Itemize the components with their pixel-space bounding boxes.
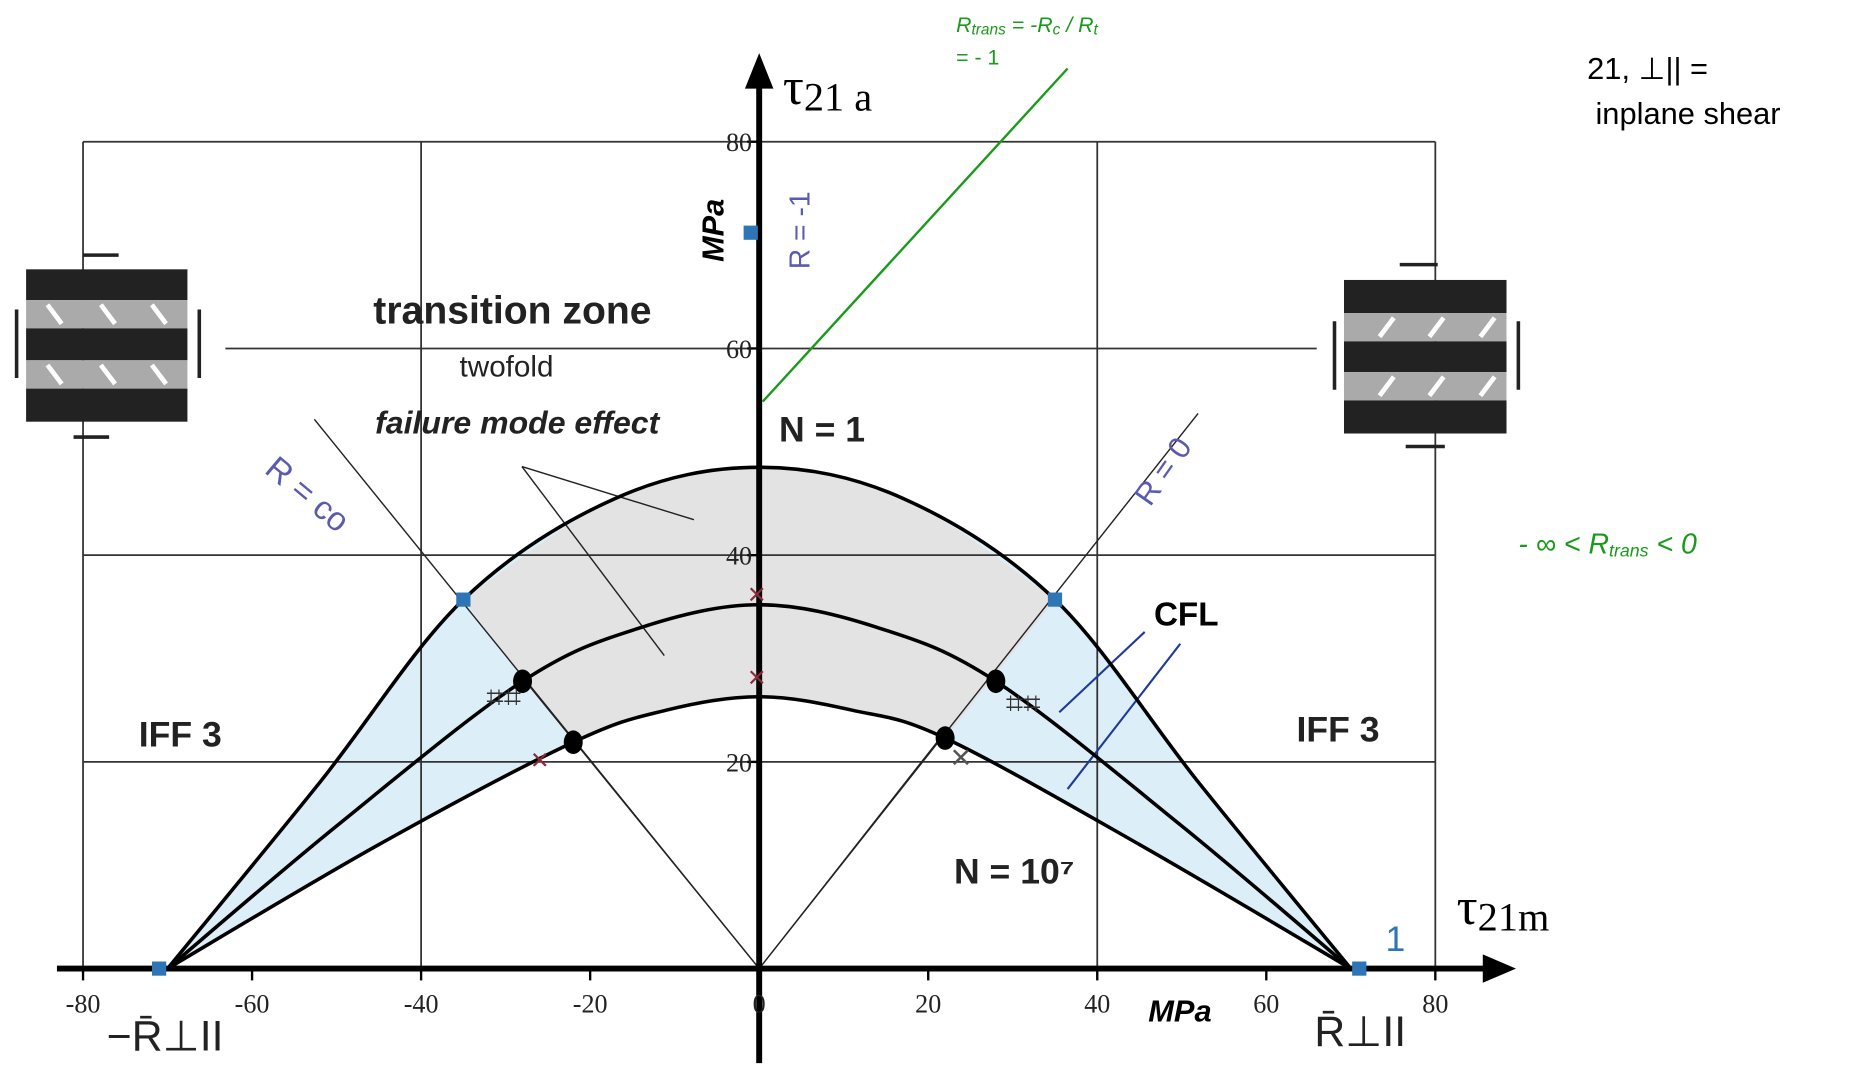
series-label: N = 1: [779, 410, 865, 450]
x-tick-label: 40: [1084, 989, 1110, 1018]
annotation: = - 1: [956, 46, 999, 70]
part: t: [1094, 22, 1099, 39]
annotation: CFL: [1154, 596, 1219, 633]
marker: [564, 730, 583, 754]
part: / R: [1060, 13, 1093, 37]
annotation: R = -1: [784, 191, 816, 269]
series-label: N = 10⁷: [954, 852, 1074, 892]
annotation: transition zone: [373, 289, 651, 332]
part: trans: [1609, 540, 1649, 560]
part: R: [1588, 528, 1609, 560]
tau: τ: [1457, 879, 1478, 936]
part: R: [956, 13, 971, 37]
y-unit: MPa: [695, 199, 730, 262]
x-decor: ×: [748, 577, 766, 612]
annotation: 1: [1386, 919, 1406, 959]
part: trans: [972, 22, 1007, 39]
x-decor: ×: [748, 659, 766, 694]
x-tick-label: 20: [915, 989, 941, 1018]
part: = -R: [1006, 13, 1053, 37]
marker: [744, 226, 758, 240]
marker: [1048, 593, 1062, 607]
x-decor: ×: [531, 742, 549, 777]
x-axis-label: τ21m: [1457, 879, 1550, 940]
x-tick-label: 80: [1422, 989, 1448, 1018]
y-tick-label: 60: [726, 335, 752, 364]
x-tick-label: -40: [404, 989, 439, 1018]
y-tick-label: 40: [726, 542, 752, 571]
hash-decor: ⌗⌗: [486, 679, 521, 714]
y-tick-label: 80: [726, 128, 752, 157]
annotation: IFF 3: [139, 715, 222, 755]
annotation: 21, ⊥|| =: [1587, 51, 1708, 86]
x-tick-label: -80: [66, 989, 101, 1018]
marker: [1352, 962, 1366, 976]
annotation: −R̄⊥II: [107, 1013, 224, 1061]
shear-icon-right: [1335, 265, 1519, 447]
y-axis-label: τ21 a: [783, 59, 872, 120]
y-axis-arrow: [745, 53, 773, 88]
part: - ∞ <: [1518, 528, 1588, 560]
annotation: - ∞ < Rtrans < 0: [1518, 528, 1697, 560]
subscript: 21 a: [804, 75, 872, 120]
annotation: inplane shear: [1595, 96, 1780, 131]
x-decor: ×: [950, 737, 971, 777]
subscript: 21m: [1478, 895, 1550, 940]
hash-decor: ⌗⌗: [1006, 685, 1041, 720]
x-tick-label: 60: [1253, 989, 1279, 1018]
marker: [152, 962, 166, 976]
shear-icon-left: [17, 255, 200, 437]
x-tick-label: -20: [573, 989, 608, 1018]
x-tick-label: 0: [753, 989, 766, 1018]
annotation: failure mode effect: [375, 405, 660, 441]
annotation: R = 0: [1127, 431, 1198, 512]
x-unit: MPa: [1148, 994, 1211, 1029]
marker: [986, 669, 1005, 693]
marker: [456, 593, 470, 607]
tau: τ: [783, 59, 804, 116]
page: {"chart_data":{ "type":"line", "xlim":[-…: [0, 0, 1860, 1069]
annotation: Rtrans = -Rc / Rt: [956, 13, 1098, 39]
x-axis-arrow: [1483, 954, 1516, 982]
annotation: R = co: [258, 450, 356, 540]
x-tick-label: -60: [235, 989, 270, 1018]
annotation: R̄⊥II: [1314, 1008, 1406, 1056]
part: < 0: [1649, 528, 1697, 560]
y-tick-label: 20: [726, 748, 752, 777]
annotation: twofold: [460, 350, 554, 383]
annotation: IFF 3: [1297, 710, 1380, 750]
chart: N = 1 N = 10⁷ -80 -60 -40 -20 0 20 40 60 80 20 40 60…: [0, 0, 1860, 1069]
